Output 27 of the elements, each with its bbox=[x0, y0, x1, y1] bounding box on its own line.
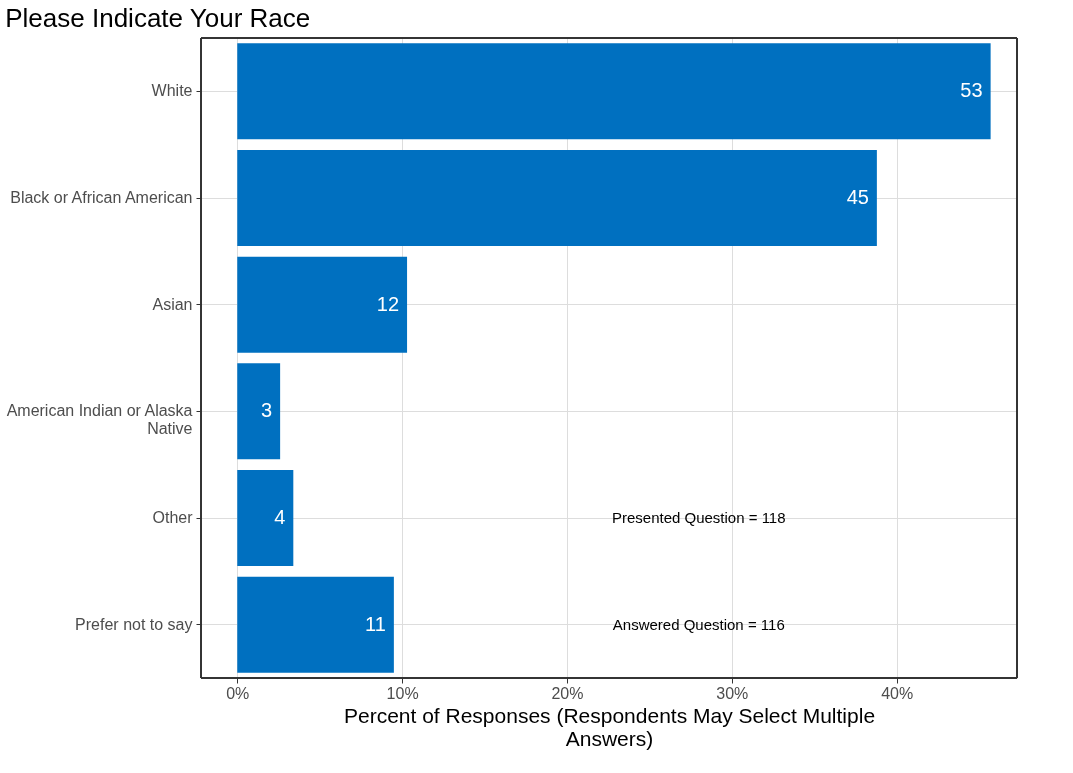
x-tick-label: 40% bbox=[881, 684, 914, 702]
annotation: 45 bbox=[846, 186, 869, 208]
annotation: 4 bbox=[274, 506, 286, 528]
chart-title: Please Indicate Your Race bbox=[5, 2, 311, 33]
y-tick-label: Black or African American bbox=[10, 189, 193, 206]
y-tick-label: Other bbox=[152, 509, 194, 526]
bar bbox=[237, 576, 394, 673]
x-tick-label: 0% bbox=[226, 684, 250, 702]
annotation: Presented Question = 118 bbox=[611, 509, 786, 526]
annotation: 3 bbox=[261, 399, 273, 422]
bar bbox=[237, 150, 877, 246]
annotation: Answered Question = 116 bbox=[612, 615, 785, 633]
annotation: 12 bbox=[376, 292, 400, 315]
annotation: 53 bbox=[960, 79, 983, 102]
bar bbox=[237, 470, 294, 566]
x-tick-label: 30% bbox=[716, 684, 749, 702]
y-tick-label: Asian bbox=[152, 295, 193, 313]
x-axis-title: Percent of Responses (Respondents May Select Multiple Answers) bbox=[343, 703, 876, 750]
x-tick-label: 20% bbox=[551, 684, 584, 702]
annotation: 11 bbox=[365, 612, 386, 635]
y-tick-label: American Indian or Alaska Native bbox=[6, 402, 193, 438]
y-tick-label: White bbox=[151, 82, 193, 100]
bar bbox=[237, 43, 991, 140]
bar bbox=[237, 256, 408, 353]
x-tick-label: 10% bbox=[386, 684, 419, 702]
y-tick-label: Prefer not to say bbox=[75, 615, 193, 633]
bar bbox=[237, 363, 281, 460]
